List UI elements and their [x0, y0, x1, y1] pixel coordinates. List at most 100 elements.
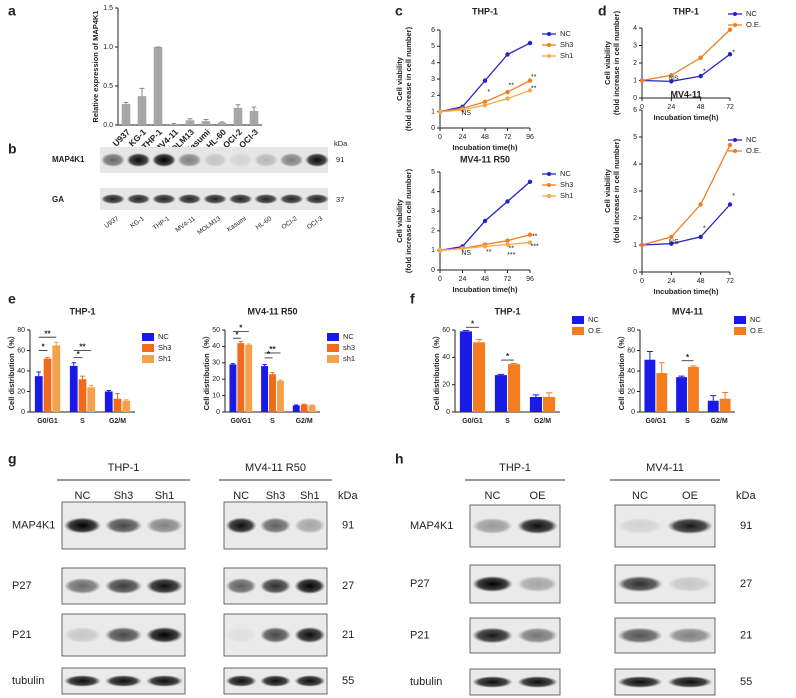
panel-letter: a — [8, 3, 16, 19]
point — [505, 238, 510, 243]
lane-label: MOLM13 — [196, 215, 222, 236]
point — [482, 102, 488, 108]
point — [482, 78, 488, 83]
x-tick-label: 48 — [481, 276, 489, 283]
error-bar — [462, 330, 470, 332]
kda-value: 27 — [740, 578, 752, 590]
bar — [261, 366, 269, 412]
blot-band — [517, 518, 558, 534]
error-bar — [106, 389, 111, 392]
legend-label: O.E. — [588, 326, 603, 335]
bar — [688, 366, 699, 412]
legend-label: Sh3 — [560, 40, 573, 49]
kda-value: 21 — [342, 629, 354, 641]
y-tick-label: 5 — [633, 134, 637, 141]
bar — [494, 375, 507, 412]
bar — [245, 344, 253, 412]
blot-band — [64, 578, 101, 594]
x-tick-label: 72 — [726, 278, 734, 285]
row-label: P27 — [12, 580, 32, 592]
point — [460, 107, 465, 113]
bar — [121, 103, 131, 125]
error-bar — [262, 363, 267, 367]
bar — [52, 345, 61, 412]
panel-letter: f — [410, 291, 415, 307]
line — [439, 181, 531, 252]
blot-band — [667, 576, 713, 592]
annotation: * — [239, 324, 243, 333]
annotation: * — [267, 350, 271, 359]
blot-band — [105, 627, 142, 643]
row-label: P21 — [12, 629, 32, 641]
annotation: NS — [669, 239, 679, 246]
legend-label: NC — [746, 9, 757, 18]
legend-label: NC — [158, 332, 169, 341]
lane-label: Sh3 — [266, 490, 286, 502]
chart-title: THP-1 — [472, 6, 498, 16]
legend-marker — [547, 54, 551, 58]
blot-band — [126, 194, 151, 204]
annotation: ** — [509, 245, 515, 252]
point — [437, 248, 443, 253]
legend-swatch — [142, 355, 154, 363]
annotation: ** — [532, 234, 538, 241]
bar — [644, 359, 656, 412]
legend-label: NC — [588, 315, 599, 324]
annotation: * — [732, 49, 735, 56]
annotation: ** — [79, 343, 86, 352]
y-tick-label: 2 — [431, 228, 435, 235]
blot-band — [667, 518, 713, 534]
blot-band — [294, 578, 326, 594]
row-label: P27 — [410, 578, 430, 590]
error-bar — [71, 362, 76, 366]
kda-value: 55 — [740, 676, 752, 688]
bar — [508, 364, 521, 412]
legend-swatch — [327, 344, 339, 352]
point — [727, 27, 733, 32]
point — [527, 232, 533, 237]
error-bar — [187, 118, 193, 121]
error-bar — [115, 393, 120, 399]
panel-letter: b — [8, 141, 17, 157]
group-title: MV4-11 — [646, 462, 684, 474]
blot-band — [101, 153, 125, 167]
point — [698, 202, 703, 207]
error-bar — [124, 399, 129, 401]
annotation: * — [703, 69, 706, 76]
x-tick-label: 48 — [697, 278, 705, 285]
blot-band — [225, 675, 257, 687]
line — [641, 29, 731, 82]
bar — [656, 373, 668, 412]
annotation: *** — [531, 243, 539, 250]
row-label: MAP4K1 — [52, 155, 85, 164]
bar — [69, 365, 78, 412]
row-label: tubulin — [12, 675, 44, 687]
legend-marker — [547, 43, 551, 47]
blot-band — [517, 676, 558, 688]
lane-label: NC — [75, 490, 91, 502]
lane-label: OE — [682, 490, 698, 502]
bar — [169, 124, 179, 125]
bar — [529, 396, 542, 412]
blot-band — [146, 675, 183, 687]
x-tick-label: G2/M — [296, 418, 313, 425]
y-axis-label: Cell distribution（%） — [431, 332, 441, 411]
lane-label: NC — [632, 490, 648, 502]
y-tick-label: 0 — [216, 409, 220, 416]
legend-label: NC — [750, 315, 761, 324]
blot-band — [472, 627, 513, 644]
legend-swatch — [734, 316, 746, 324]
x-tick-label: 0 — [438, 276, 442, 283]
lane-label: NC — [233, 490, 249, 502]
bar — [719, 398, 731, 412]
blot-band — [667, 676, 713, 688]
y-axis-label: Cell distribution（%） — [616, 332, 626, 411]
bar — [185, 120, 195, 125]
x-tick-label: 72 — [504, 134, 512, 141]
y-tick-label: 1.5 — [103, 5, 113, 12]
y-tick-label: 4 — [633, 25, 637, 32]
legend-label: Sh1 — [560, 51, 573, 60]
blot-band — [472, 676, 513, 688]
blot-band — [228, 153, 253, 167]
x-axis-label: Incubation time(h) — [453, 143, 518, 152]
